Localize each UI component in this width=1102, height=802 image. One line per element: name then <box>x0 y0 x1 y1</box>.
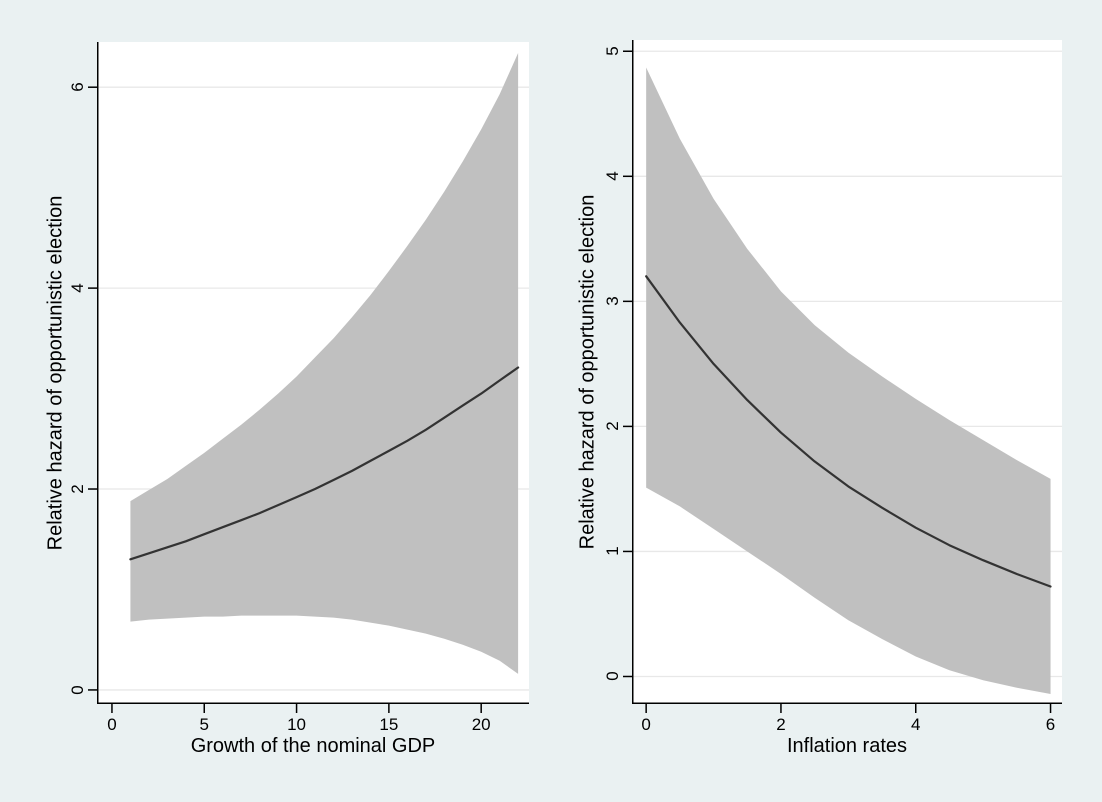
x-tick-label: 10 <box>287 715 307 734</box>
x-tick-label: 5 <box>199 715 209 734</box>
right-x-axis-title: Inflation rates <box>786 735 908 757</box>
right-y-axis-title: Relative hazard of opportunistic electio… <box>576 194 599 550</box>
y-tick-label: 1 <box>603 546 622 557</box>
x-tick-label: 15 <box>379 715 399 734</box>
right-panel-plot-area <box>623 40 1062 713</box>
y-tick-label: 2 <box>603 421 622 432</box>
y-tick-label: 5 <box>603 46 622 56</box>
y-tick-label: 0 <box>68 685 87 695</box>
confidence-band <box>130 53 519 674</box>
hazard-line <box>129 366 520 561</box>
x-tick-label: 4 <box>911 715 921 734</box>
y-tick-label: 4 <box>603 171 622 182</box>
left-y-axis-title: Relative hazard of opportunistic electio… <box>44 195 67 551</box>
y-tick-label: 2 <box>68 484 87 494</box>
x-tick-label: 0 <box>107 715 117 734</box>
hazard-line <box>645 275 1052 588</box>
x-tick-label: 20 <box>471 715 491 734</box>
x-tick-label: 0 <box>641 715 651 734</box>
x-tick-label: 2 <box>776 715 786 734</box>
y-tick-label: 4 <box>68 283 87 293</box>
y-tick-label: 0 <box>603 671 622 682</box>
left-panel-plot-area <box>88 42 529 713</box>
confidence-band <box>646 67 1051 694</box>
y-tick-label: 3 <box>603 296 622 307</box>
y-tick-label: 6 <box>68 82 87 92</box>
x-tick-label: 6 <box>1045 715 1056 734</box>
left-x-axis-title: Growth of the nominal GDP <box>190 735 436 757</box>
